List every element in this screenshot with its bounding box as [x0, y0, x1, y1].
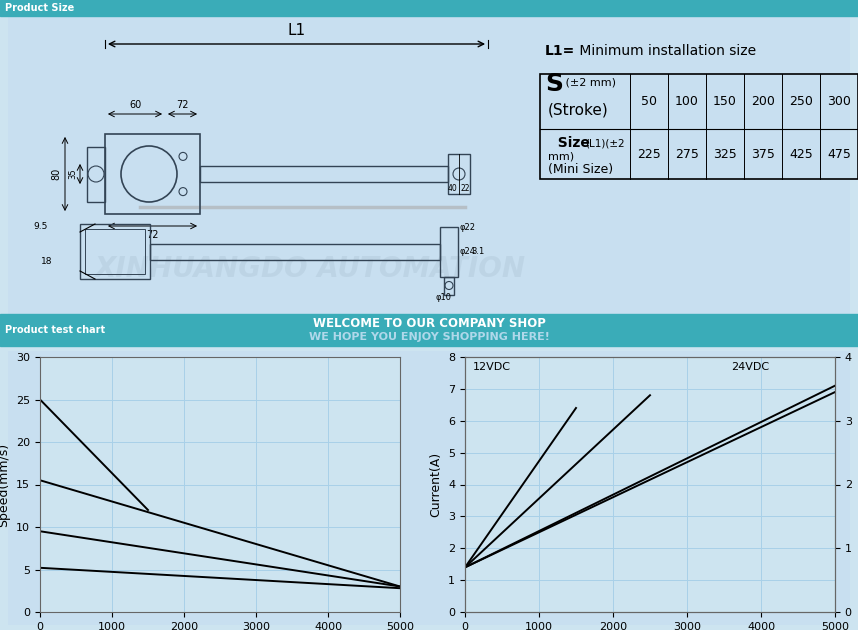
Text: 40: 40	[448, 184, 458, 193]
Text: (Stroke): (Stroke)	[548, 102, 608, 117]
Bar	[105, 134, 200, 214]
Text: 80: 80	[51, 168, 61, 180]
Text: (L1)(±2: (L1)(±2	[585, 138, 625, 148]
Bar	[150, 244, 440, 260]
Text: Product test chart: Product test chart	[5, 325, 106, 335]
Bar	[80, 224, 150, 279]
Text: 12VDC: 12VDC	[473, 362, 511, 372]
Bar	[540, 74, 858, 179]
Text: mm): mm)	[548, 151, 574, 161]
Text: 9.5: 9.5	[33, 222, 48, 231]
Text: S: S	[545, 72, 563, 96]
Text: 18: 18	[40, 257, 52, 266]
Text: 60: 60	[129, 100, 141, 110]
Y-axis label: Current(A): Current(A)	[430, 452, 443, 517]
Text: Product Size: Product Size	[5, 3, 75, 13]
Y-axis label: Speed(mm/s): Speed(mm/s)	[0, 442, 10, 527]
Bar	[0, 0, 858, 16]
Bar	[85, 229, 145, 274]
Bar	[87, 147, 105, 202]
Bar	[200, 166, 448, 182]
Text: 22: 22	[460, 184, 469, 193]
Text: 150: 150	[713, 95, 737, 108]
Text: Minimum installation size: Minimum installation size	[575, 44, 756, 58]
Bar	[0, 314, 858, 346]
Bar	[444, 277, 454, 294]
Text: φ24: φ24	[460, 247, 476, 256]
Text: L1=: L1=	[545, 44, 575, 58]
Text: 225: 225	[637, 147, 661, 161]
Text: 325: 325	[713, 147, 737, 161]
Text: 275: 275	[675, 147, 699, 161]
Text: φ22: φ22	[460, 224, 476, 232]
Text: φ10: φ10	[436, 292, 452, 302]
Text: 72: 72	[146, 230, 158, 240]
Text: 475: 475	[827, 147, 851, 161]
Bar	[8, 16, 850, 314]
Bar	[8, 351, 850, 625]
Bar	[448, 154, 470, 194]
Text: WELCOME TO OUR COMPANY SHOP: WELCOME TO OUR COMPANY SHOP	[312, 317, 546, 330]
Text: XINHUANGDO AUTOMATION: XINHUANGDO AUTOMATION	[94, 255, 526, 283]
Text: 72: 72	[176, 100, 188, 110]
Text: L1: L1	[287, 23, 305, 38]
Text: 250: 250	[789, 95, 813, 108]
Text: 3.1: 3.1	[471, 247, 484, 256]
Text: 35: 35	[68, 169, 77, 180]
Text: 375: 375	[751, 147, 775, 161]
Bar	[440, 227, 458, 277]
Text: WE HOPE YOU ENJOY SHOPPING HERE!: WE HOPE YOU ENJOY SHOPPING HERE!	[309, 332, 549, 342]
Text: (Mini Size): (Mini Size)	[548, 164, 613, 176]
Text: 50: 50	[641, 95, 657, 108]
Text: 24VDC: 24VDC	[731, 362, 770, 372]
Text: 100: 100	[675, 95, 699, 108]
Text: Size: Size	[548, 136, 590, 150]
Text: 300: 300	[827, 95, 851, 108]
Text: 200: 200	[751, 95, 775, 108]
Text: (±2 mm): (±2 mm)	[562, 77, 616, 87]
Text: 425: 425	[789, 147, 813, 161]
